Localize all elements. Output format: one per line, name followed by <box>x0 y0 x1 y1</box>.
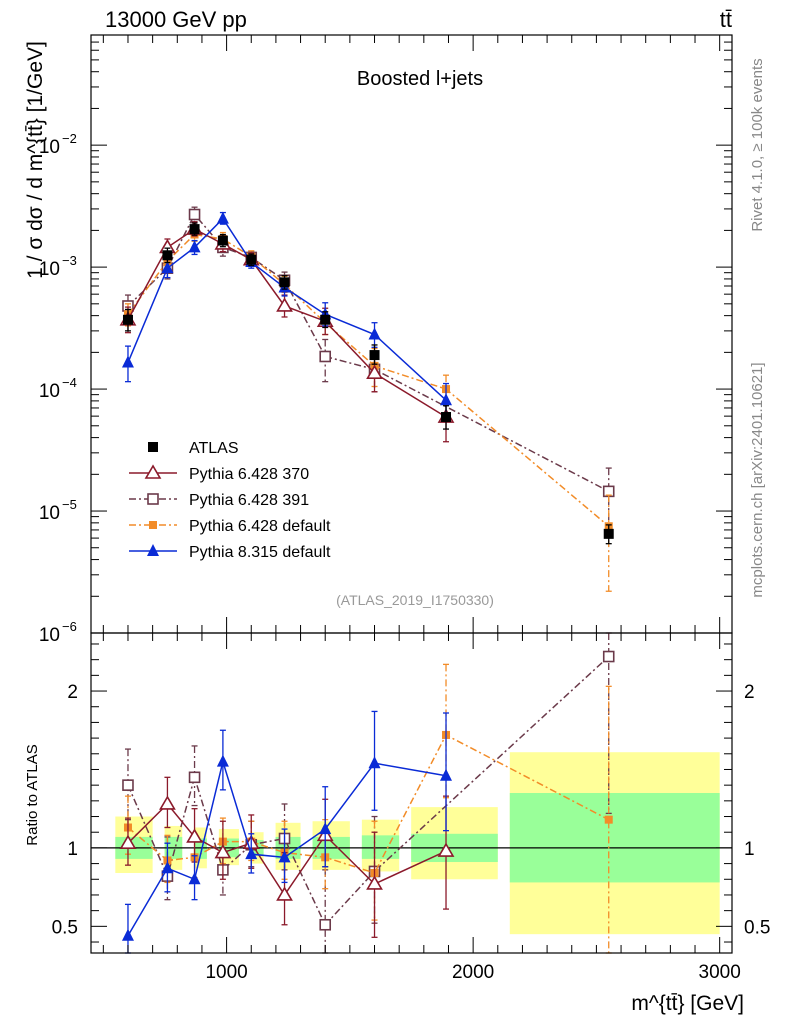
main-y-tick-exponent: −5 <box>62 497 77 512</box>
marker-atlas <box>217 235 228 246</box>
uncertainty-band-stat <box>361 835 400 859</box>
marker-py6_370 <box>119 834 137 849</box>
ratio-y-tick-label: 0.5 <box>52 917 78 938</box>
marker-py6_370 <box>366 364 383 379</box>
marker-py8_default <box>216 754 229 767</box>
ratio-y-tick-label-right: 2 <box>744 682 755 703</box>
marker-py6_391 <box>319 918 332 931</box>
marker-py8_default <box>319 822 332 835</box>
marker-py8_default <box>161 261 174 274</box>
process-label: tt̄ <box>720 7 732 32</box>
marker-atlas <box>369 350 380 361</box>
legend-label-py6_default: Pythia 6.428 default <box>189 518 331 535</box>
series-line-py6_391 <box>127 213 610 493</box>
series-line-py6_default <box>127 733 610 874</box>
ratio-y-axis: 0.5 0.5 1 1 2 2 <box>52 643 770 943</box>
marker-py8_default <box>161 861 174 874</box>
marker-atlas <box>320 314 331 325</box>
ratio-y-tick-label: 1 <box>67 839 78 860</box>
marker-py8_default <box>216 211 229 224</box>
marker-py8_default <box>440 768 453 781</box>
ratio-y-tick-label-right: 1 <box>744 839 755 860</box>
main-x-ticks <box>102 35 721 633</box>
marker-py6_370 <box>214 844 232 859</box>
rivet-version-label: Rivet 4.1.0, ≥ 100k events <box>749 58 766 231</box>
ratio-y-axis-label: Ratio to ATLAS <box>24 744 41 845</box>
legend-label-atlas: ATLAS <box>189 440 239 457</box>
marker-py6_370 <box>437 842 455 857</box>
legend: ATLAS Pythia 6.428 370 Pythia 6.428 391 Pyt… <box>129 440 331 561</box>
marker-py6_391 <box>188 208 201 221</box>
marker-atlas <box>279 277 290 288</box>
marker-atlas <box>441 412 452 423</box>
marker-py8_default <box>121 928 134 941</box>
marker-py8_default <box>188 240 201 253</box>
legend-marker-py6_default <box>149 521 157 529</box>
main-y-tick-exponent: −2 <box>62 131 77 146</box>
x-tick-label: 2000 <box>452 962 494 983</box>
marker-py6_391 <box>602 650 615 663</box>
series-line-py6_default <box>127 233 610 527</box>
main-y-tick-exponent: −4 <box>62 375 77 390</box>
marker-py6_370 <box>159 795 176 810</box>
main-y-tick-label: 10 <box>39 259 60 280</box>
ratio-panel-frame <box>90 632 733 954</box>
marker-py6_391 <box>319 350 332 363</box>
ratio-panel: 0.5 0.5 1 1 2 2 1000 2000 3000 Ratio to ATLAS m… <box>24 632 770 1015</box>
main-y-tick-exponent: −6 <box>62 619 77 634</box>
legend-marker-py6_370 <box>144 464 162 479</box>
ratio-x-axis: 1000 2000 3000 <box>102 633 741 983</box>
analysis-tag: (ATLAS_2019_I1750330) <box>336 592 494 608</box>
main-y-tick-label: 10 <box>39 625 60 646</box>
ratio-y-tick-label-right: 0.5 <box>744 917 770 938</box>
marker-atlas <box>122 314 133 325</box>
marker-py8_default <box>440 393 453 406</box>
legend-label-py6_391: Pythia 6.428 391 <box>189 492 309 509</box>
x-axis-label: m^{tt̄} [GeV] <box>631 992 744 1015</box>
energy-label: 13000 GeV pp <box>105 7 247 32</box>
main-y-tick-label: 10 <box>39 381 60 402</box>
marker-py8_default <box>245 847 258 860</box>
marker-py6_391 <box>188 771 201 784</box>
marker-atlas <box>162 250 173 261</box>
marker-py6_370 <box>186 828 203 843</box>
marker-py8_default <box>188 872 201 885</box>
main-y-axis-label: 1 / σ dσ / d m^{tt̄} [1/GeV] <box>24 41 47 279</box>
main-panel: 10−610−510−410−310−2 Boosted l+jets (ATL… <box>24 34 733 646</box>
main-y-axis: 10−610−510−410−310−2 <box>39 34 732 646</box>
legend-marker-atlas <box>148 442 158 452</box>
legend-label-py8_default: Pythia 8.315 default <box>189 544 331 561</box>
marker-py6_391 <box>122 779 134 791</box>
ratio-y-tick-label: 2 <box>67 682 78 703</box>
main-y-tick-exponent: −3 <box>62 253 77 268</box>
mcplots-label: mcplots.cern.ch [arXiv:2401.10621] <box>749 362 766 597</box>
marker-py6_370 <box>276 297 293 312</box>
legend-label-py6_370: Pythia 6.428 370 <box>189 466 309 483</box>
marker-py6_370 <box>276 886 293 901</box>
x-tick-label: 3000 <box>699 962 741 983</box>
marker-atlas <box>603 528 614 539</box>
x-tick-label: 1000 <box>205 962 247 983</box>
marker-py6_370 <box>366 875 383 890</box>
chart-title: Boosted l+jets <box>357 68 483 90</box>
marker-py8_default <box>278 850 291 863</box>
marker-py8_default <box>368 756 381 769</box>
series-line-py6_370 <box>127 228 447 418</box>
marker-py8_default <box>121 355 134 368</box>
legend-marker-py8_default <box>147 544 159 556</box>
marker-atlas <box>189 224 200 235</box>
uncertainty-band-stat <box>509 793 720 883</box>
marker-py6_default <box>604 815 613 824</box>
main-y-tick-label: 10 <box>39 137 60 158</box>
marker-py8_default <box>368 327 381 340</box>
marker-atlas <box>246 254 257 265</box>
main-y-tick-label: 10 <box>39 503 60 524</box>
main-panel-frame <box>90 34 733 634</box>
legend-marker-py6_391 <box>147 493 159 505</box>
